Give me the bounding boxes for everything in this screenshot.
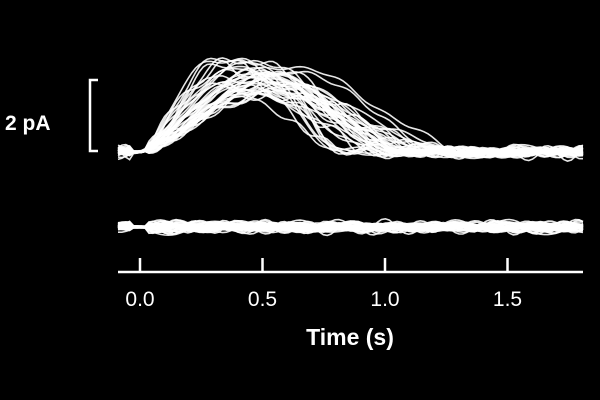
x-tick-label-3: 1.5	[493, 288, 522, 311]
scale-bar-bracket	[88, 78, 98, 153]
baseline-traces-panel	[117, 217, 584, 237]
x-tick-label-2: 1.0	[370, 288, 399, 311]
evoked-trace-38	[117, 82, 584, 159]
x-ticks: 0.0 0.5 1.0 1.5	[125, 258, 522, 311]
x-axis: 0.0 0.5 1.0 1.5 Time (s)	[118, 258, 583, 350]
x-axis-title: Time (s)	[306, 324, 394, 350]
x-tick-label-0: 0.0	[125, 288, 154, 311]
evoked-trace-32	[117, 76, 583, 156]
evoked-trace-22	[117, 70, 584, 159]
evoked-trace-37	[117, 69, 584, 158]
evoked-trace-39	[117, 59, 584, 161]
x-tick-label-1: 0.5	[248, 288, 277, 311]
scale-bar: 2 pA	[5, 78, 98, 153]
evoked-traces-panel	[117, 57, 584, 162]
baseline-trace-39	[117, 221, 584, 234]
scale-bar-label: 2 pA	[5, 112, 51, 135]
